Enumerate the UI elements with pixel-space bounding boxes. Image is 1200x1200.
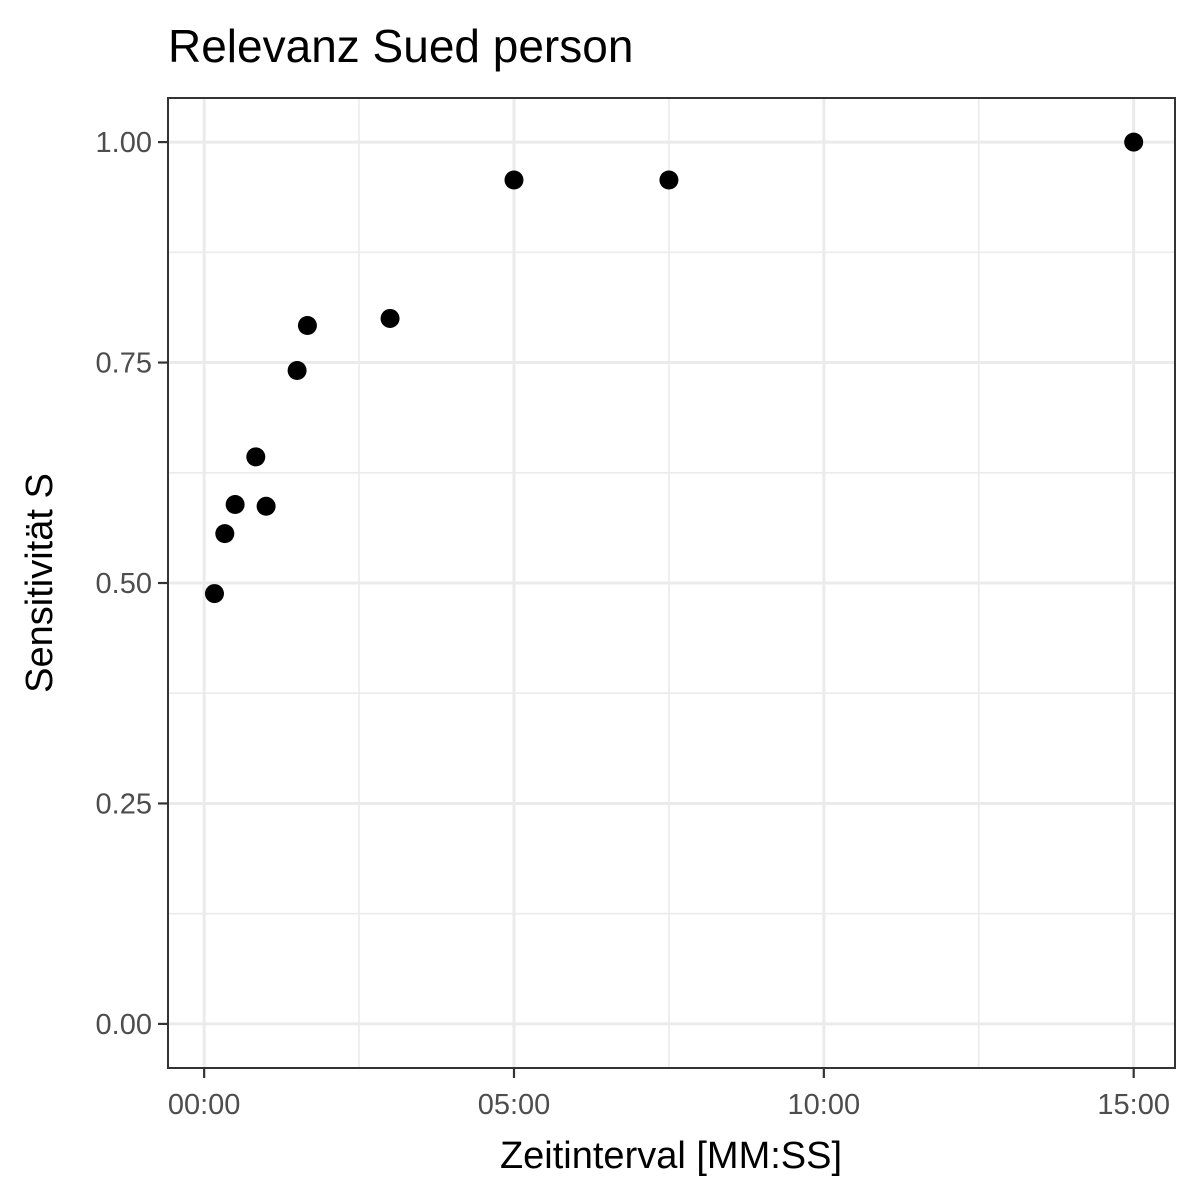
grid bbox=[168, 98, 1175, 1068]
x-axis-title: Zeitinterval [MM:SS] bbox=[500, 1135, 842, 1177]
data-point bbox=[380, 308, 400, 328]
y-tick-label: 0.00 bbox=[96, 1009, 152, 1041]
x-tick-label: 05:00 bbox=[478, 1089, 551, 1121]
y-tick-label: 0.75 bbox=[96, 348, 152, 380]
axis-ticks: 0.00 0.25 0.50 0.75 1.00 00:00 05:00 10:00 15:00 bbox=[96, 127, 1170, 1121]
data-point bbox=[246, 447, 266, 467]
y-tick-label: 1.00 bbox=[96, 127, 152, 159]
data-point bbox=[225, 495, 245, 515]
x-tick-label: 00:00 bbox=[168, 1089, 241, 1121]
y-tick-label: 0.50 bbox=[96, 568, 152, 600]
data-point bbox=[1124, 132, 1144, 152]
data-point bbox=[256, 496, 276, 516]
y-tick-label: 0.25 bbox=[96, 788, 152, 820]
data-point bbox=[297, 316, 317, 336]
x-tick-label: 15:00 bbox=[1097, 1089, 1170, 1121]
data-point bbox=[204, 584, 224, 604]
data-point bbox=[504, 170, 524, 190]
data-point bbox=[287, 360, 307, 380]
data-points bbox=[204, 132, 1144, 604]
data-point bbox=[659, 170, 679, 190]
y-axis-title: Sensitivität S bbox=[19, 473, 61, 693]
x-tick-label: 10:00 bbox=[788, 1089, 861, 1121]
data-point bbox=[215, 524, 235, 544]
chart-title: Relevanz Sued person bbox=[168, 20, 633, 72]
